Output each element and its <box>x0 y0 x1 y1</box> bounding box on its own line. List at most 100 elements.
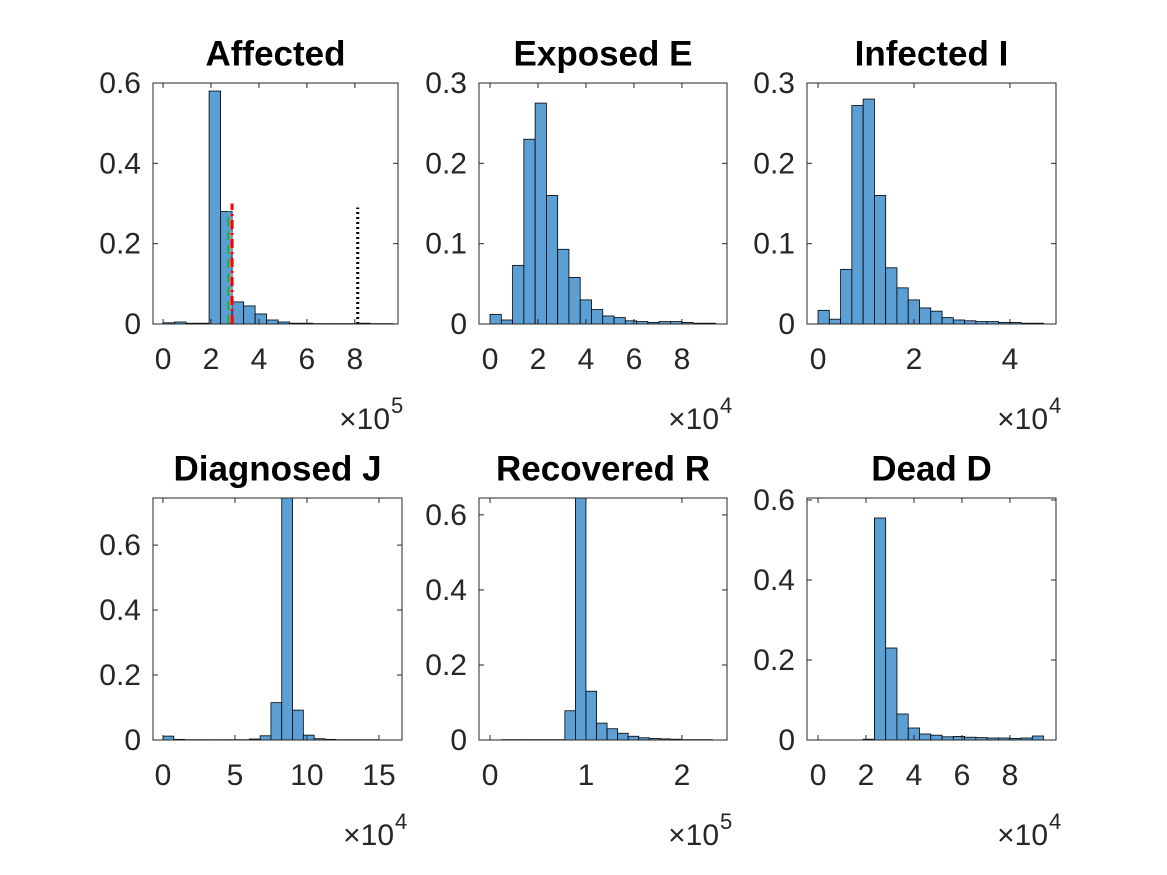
x-multiplier: ×10 <box>668 403 719 436</box>
bar <box>840 268 853 324</box>
x-multiplier: ×10 <box>343 819 394 852</box>
bar <box>919 733 932 740</box>
axes-background <box>153 498 402 740</box>
x-tick-label: 10 <box>290 759 323 792</box>
y-tick-label: 0.2 <box>99 228 141 261</box>
y-tick-label: 0.2 <box>425 147 467 180</box>
x-tick-label: 6 <box>626 343 643 376</box>
x-tick-label: 4 <box>1002 343 1019 376</box>
bar <box>896 287 909 324</box>
bar <box>489 313 502 324</box>
panel-title: Recovered R <box>496 449 710 488</box>
bar <box>952 319 966 324</box>
x-tick-label: 0 <box>155 759 172 792</box>
bar <box>862 98 875 324</box>
panel-title: Affected <box>205 34 345 73</box>
x-tick-label: 2 <box>530 343 547 376</box>
x-tick-label: 0 <box>482 759 499 792</box>
x-exponent: 5 <box>391 393 403 418</box>
bar <box>941 317 954 324</box>
axes-background <box>153 83 398 324</box>
y-tick-label: 0.3 <box>753 67 795 100</box>
bar <box>591 309 604 324</box>
bar <box>952 736 966 740</box>
x-tick-label: 0 <box>810 759 827 792</box>
panel-title: Exposed E <box>514 34 693 73</box>
bar <box>885 647 898 740</box>
x-tick-label: 15 <box>362 759 395 792</box>
y-tick-label: 0 <box>778 724 795 757</box>
y-tick-label: 0 <box>778 308 795 341</box>
bar <box>617 732 629 740</box>
bar <box>874 195 887 324</box>
y-tick-label: 0.6 <box>425 499 467 532</box>
bar <box>1031 735 1044 740</box>
bar <box>817 309 830 324</box>
bar <box>627 735 640 740</box>
x-exponent: 4 <box>1049 393 1061 418</box>
bar <box>885 267 898 324</box>
x-tick-label: 4 <box>906 759 923 792</box>
x-exponent: 5 <box>720 809 732 834</box>
y-tick-label: 0 <box>124 308 141 341</box>
axes-box <box>478 497 728 741</box>
bar <box>162 735 175 740</box>
y-tick-label: 0.4 <box>425 574 467 607</box>
x-tick-label: 2 <box>674 759 691 792</box>
bar <box>266 319 279 324</box>
x-multiplier: ×10 <box>997 819 1048 852</box>
x-exponent: 4 <box>720 393 732 418</box>
bar <box>596 722 608 740</box>
y-tick-label: 0 <box>124 724 141 757</box>
bar <box>828 318 841 324</box>
x-tick-label: 2 <box>203 343 220 376</box>
bar <box>281 498 293 740</box>
bar <box>523 138 536 324</box>
y-tick-label: 0.6 <box>99 67 141 100</box>
y-tick-label: 0.6 <box>99 529 141 562</box>
x-tick-label: 6 <box>299 343 316 376</box>
axes-box <box>152 497 403 741</box>
bar <box>243 305 256 324</box>
axes-background <box>807 498 1056 740</box>
x-tick-label: 5 <box>227 759 244 792</box>
bar <box>259 735 272 740</box>
y-tick-label: 0.3 <box>425 67 467 100</box>
x-multiplier: ×10 <box>339 403 390 436</box>
bar <box>302 734 315 740</box>
bar <box>557 248 570 324</box>
bar <box>545 195 559 324</box>
y-tick-label: 0 <box>450 724 467 757</box>
x-tick-label: 8 <box>674 343 691 376</box>
x-tick-label: 2 <box>858 759 875 792</box>
bar <box>231 301 245 324</box>
x-tick-label: 4 <box>251 343 268 376</box>
bar <box>606 728 619 740</box>
axes-box <box>478 82 728 325</box>
x-tick-label: 0 <box>482 343 499 376</box>
y-tick-label: 0.2 <box>425 649 467 682</box>
axes-box <box>806 82 1057 325</box>
panel-title: Diagnosed J <box>173 449 381 488</box>
bar <box>874 517 887 740</box>
axes-box <box>806 497 1057 741</box>
bar <box>534 102 547 324</box>
x-multiplier: ×10 <box>668 819 719 852</box>
bar <box>564 710 576 740</box>
axes-box <box>152 82 399 325</box>
x-tick-label: 4 <box>578 343 595 376</box>
y-tick-label: 0.2 <box>753 644 795 677</box>
bar <box>208 90 222 324</box>
bar <box>512 264 525 324</box>
bar <box>568 277 581 324</box>
x-tick-label: 0 <box>155 343 172 376</box>
y-tick-label: 0.1 <box>425 228 467 261</box>
x-tick-label: 1 <box>578 759 595 792</box>
bar <box>613 317 626 324</box>
y-tick-label: 0 <box>450 308 467 341</box>
x-exponent: 4 <box>1049 809 1061 834</box>
y-tick-label: 0.6 <box>753 484 795 517</box>
x-tick-label: 0 <box>810 343 827 376</box>
plot-area <box>862 517 1044 740</box>
